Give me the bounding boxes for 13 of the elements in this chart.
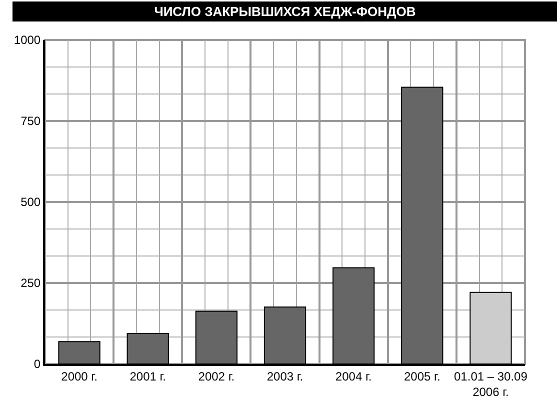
y-tick-label: 1000 — [14, 33, 41, 48]
x-tick-label: 2004 г. — [335, 369, 372, 384]
x-tick-label: 2001 г. — [130, 369, 166, 384]
x-tick-label: 2005 г. — [404, 369, 440, 384]
y-tick-label: 0 — [34, 357, 41, 372]
chart-title: ЧИСЛО ЗАКРЫВШИХСЯ ХЕДЖ-ФОНДОВ — [154, 4, 416, 19]
x-tick-label: 2000 г. — [61, 369, 98, 384]
x-tick-label: 2002 г. — [198, 369, 235, 384]
y-tick-label: 500 — [20, 195, 41, 210]
x-tick-label: 01.01 – 30.09 2006 г. — [454, 369, 528, 399]
x-tick-label: 2003 г. — [266, 369, 304, 384]
y-tick-label: 250 — [20, 276, 41, 290]
y-tick-label: 750 — [20, 114, 41, 128]
